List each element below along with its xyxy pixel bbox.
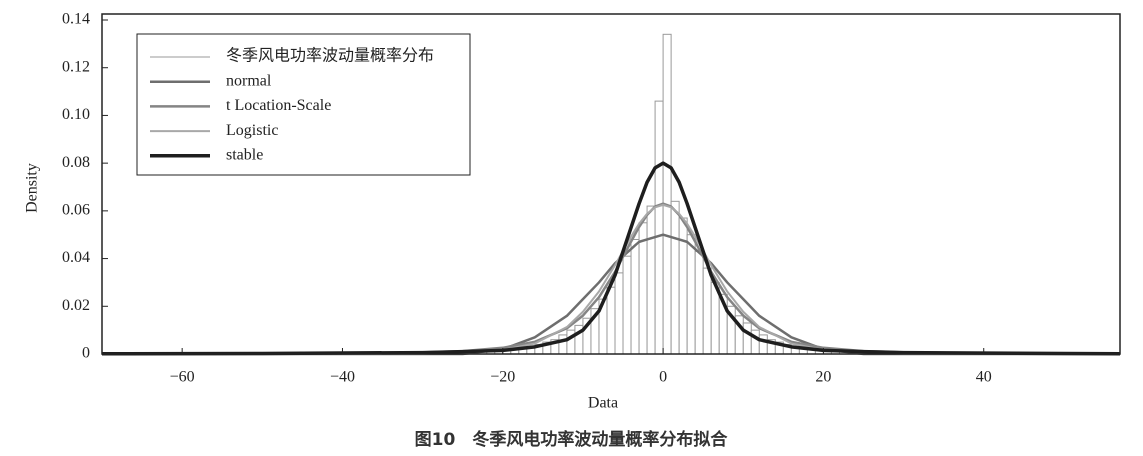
- histogram-bar: [678, 217, 688, 355]
- fit-curve: [101, 161, 1121, 356]
- y-tick-label: 0: [82, 345, 90, 362]
- y-tick-label: 0.12: [62, 58, 90, 75]
- y-tick-label: 0.08: [62, 154, 90, 171]
- histogram-bar: [654, 100, 664, 355]
- x-tick-label: 0: [659, 369, 667, 386]
- y-tick-label: 0.10: [62, 106, 90, 123]
- x-tick-label: 20: [815, 369, 831, 386]
- y-axis-label: Density: [24, 163, 41, 213]
- histogram-bar: [702, 267, 712, 355]
- legend-label: t Location-Scale: [226, 97, 331, 114]
- caption: 图10 冬季风电功率波动量概率分布拟合: [415, 429, 729, 450]
- histogram-bar: [758, 334, 768, 355]
- y-tick-label: 0.06: [62, 202, 90, 219]
- x-tick-label: −40: [330, 369, 355, 386]
- fit-curve: [101, 202, 1120, 356]
- legend-label: stable: [226, 146, 263, 163]
- histogram-bar: [606, 286, 616, 355]
- x-tick-label: 40: [976, 369, 992, 386]
- legend-label: Logistic: [226, 122, 278, 139]
- y-tick-label: 0.02: [62, 297, 90, 314]
- histogram-bar: [662, 33, 672, 355]
- histogram-bar: [742, 322, 752, 355]
- histogram-bar: [670, 200, 680, 355]
- y-tick-label: 0.14: [62, 11, 90, 28]
- x-tick-label: −20: [490, 369, 515, 386]
- legend-label: 冬季风电功率波动量概率分布: [226, 47, 434, 65]
- legend-label: normal: [226, 72, 272, 89]
- histogram-bar: [558, 334, 568, 355]
- plot-frame: [101, 13, 1121, 355]
- histogram-bar: [646, 205, 656, 355]
- y-tick-label: 0.04: [62, 249, 90, 266]
- histogram-bar: [694, 250, 704, 355]
- histogram-bar: [614, 272, 624, 355]
- histogram-bar: [622, 255, 632, 355]
- fit-curve: [102, 203, 1120, 355]
- x-axis-label: Data: [588, 395, 618, 412]
- histogram-bar: [686, 234, 696, 355]
- x-tick-label: −60: [170, 369, 195, 386]
- histogram-bar: [630, 238, 640, 355]
- fit-curve: [102, 233, 1120, 356]
